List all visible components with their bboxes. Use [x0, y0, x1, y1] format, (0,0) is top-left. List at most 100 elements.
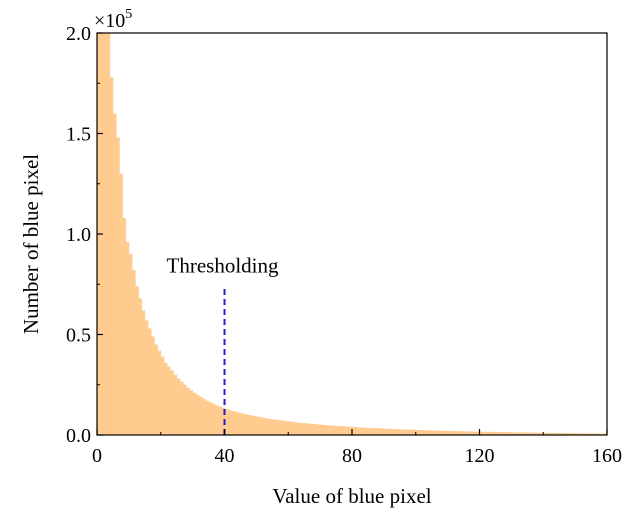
histogram-bar — [272, 419, 276, 435]
y-axis-ticks: 0.0 0.5 1.0 1.5 2.0 — [66, 23, 103, 447]
histogram-bar — [587, 433, 592, 435]
histogram-bar — [221, 407, 225, 435]
histogram-bar — [348, 426, 353, 435]
histogram-bar — [301, 422, 305, 435]
histogram-bar — [170, 370, 174, 435]
histogram-bar — [597, 433, 602, 435]
histogram-bar — [227, 409, 232, 435]
histogram-bar — [167, 366, 171, 435]
histogram-bar — [275, 419, 280, 435]
x-tick-label: 120 — [465, 445, 495, 467]
histogram-bar — [358, 427, 362, 435]
histogram-bar — [345, 426, 350, 435]
histogram-bar — [122, 217, 127, 435]
histogram-bar — [546, 432, 551, 435]
histogram-bar — [160, 356, 165, 435]
histogram-bar — [154, 344, 158, 435]
x-tick-label: 0 — [92, 445, 102, 467]
histogram-bar — [380, 428, 385, 435]
histogram-bar — [431, 430, 436, 435]
histogram-bar — [224, 408, 229, 435]
histogram-bar — [106, 33, 111, 435]
histogram-bar — [390, 428, 394, 435]
histogram-bar — [444, 430, 449, 435]
histogram-bar — [568, 433, 573, 435]
histogram-bar — [189, 390, 194, 435]
histogram-bar — [457, 431, 461, 435]
histogram-bar — [473, 431, 477, 435]
histogram-bar — [377, 428, 382, 435]
histogram-bar — [246, 414, 251, 435]
histogram-bar — [329, 425, 334, 435]
histogram-bar — [256, 416, 260, 435]
histogram-bar — [581, 433, 586, 435]
histogram-bar — [514, 432, 519, 435]
histogram-bar — [498, 431, 503, 435]
histogram-bar — [495, 431, 500, 435]
histogram-bar — [476, 431, 480, 435]
histogram-bar — [259, 417, 264, 435]
y-axis-multiplier-base: ×10 — [94, 10, 125, 32]
histogram-bar — [342, 426, 347, 435]
histogram-bar — [454, 430, 458, 435]
histogram-bar — [339, 426, 343, 435]
histogram-bar — [355, 427, 359, 435]
histogram-bar — [482, 431, 487, 435]
histogram-bar — [422, 430, 426, 435]
histogram-bar — [125, 242, 130, 435]
histogram-bar — [584, 433, 589, 435]
y-tick-label: 1.5 — [66, 124, 91, 146]
histogram-bar — [183, 384, 187, 435]
histogram-bar — [552, 432, 557, 435]
histogram-bar — [240, 413, 245, 435]
y-tick-label: 2.0 — [66, 23, 91, 45]
histogram-bar — [135, 286, 139, 435]
histogram-bar — [205, 400, 209, 435]
histogram-bar — [103, 33, 107, 435]
histogram-bar — [393, 429, 398, 435]
histogram-bar — [415, 429, 420, 435]
histogram-bar — [403, 429, 407, 435]
histogram-bar — [571, 433, 576, 435]
histogram-bar — [412, 429, 417, 435]
histogram-bar — [374, 428, 378, 435]
histogram-bar — [116, 137, 120, 435]
histogram-bar — [173, 374, 178, 435]
histogram-bar — [307, 423, 311, 435]
x-tick-label: 80 — [342, 445, 362, 467]
histogram-bar — [543, 432, 547, 435]
histogram-bar — [520, 432, 525, 435]
histogram-bar — [441, 430, 445, 435]
histogram-bar — [540, 432, 544, 435]
histogram-bar — [144, 320, 149, 435]
histogram-bar — [549, 432, 554, 435]
histogram-bar — [179, 381, 184, 435]
histogram-bar — [278, 420, 283, 435]
histogram-bar — [176, 378, 181, 435]
threshold-annotation: Thresholding — [167, 253, 279, 435]
histogram-bar — [208, 402, 213, 435]
histogram-bar — [316, 424, 321, 435]
histogram-bar — [199, 396, 203, 435]
histogram-bar — [313, 424, 318, 435]
histogram-bar — [409, 429, 413, 435]
histogram-bar — [524, 432, 528, 435]
histogram-bar — [291, 421, 296, 435]
histogram-bar — [288, 421, 292, 435]
histogram-bar — [479, 431, 484, 435]
histogram-bar — [214, 405, 219, 435]
histogram-bar — [591, 433, 595, 435]
histogram-bar — [336, 425, 340, 435]
histogram-bar — [265, 418, 270, 435]
histogram-bar — [428, 430, 433, 435]
histogram-bar — [367, 427, 372, 435]
histogram-bar — [489, 431, 493, 435]
histogram-bar — [262, 417, 267, 435]
histogram-bar — [138, 298, 143, 435]
histogram-bar — [530, 432, 535, 435]
histogram-bar — [371, 428, 375, 435]
histogram-bar — [128, 254, 133, 435]
histogram-bar — [501, 432, 506, 435]
histogram-bar — [575, 433, 579, 435]
